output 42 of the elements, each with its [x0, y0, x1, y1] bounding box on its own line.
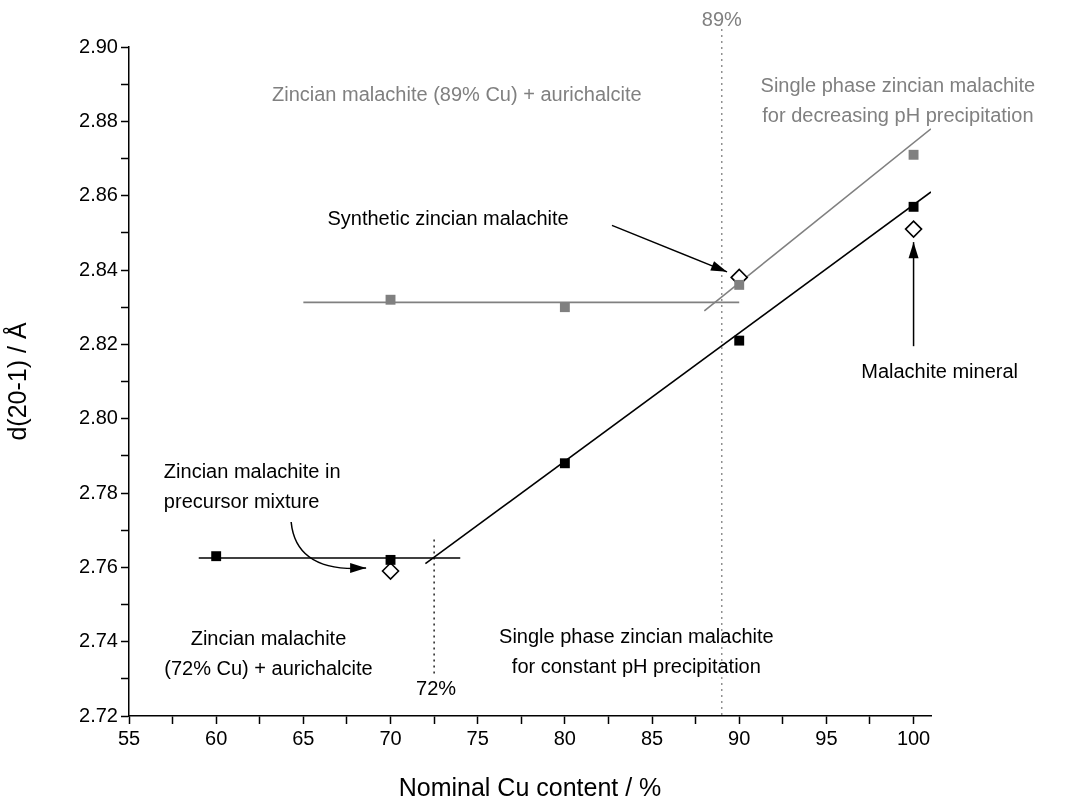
x-tick-label: 95	[815, 726, 838, 749]
annotation: Single phase zincian malachite for constant pH precipitation	[499, 625, 774, 678]
y-tick-label: 2.74	[79, 629, 118, 652]
y-tick-label: 2.84	[79, 257, 118, 280]
point	[385, 294, 396, 305]
y-tick-label: 2.80	[79, 406, 118, 429]
y-tick-label: 2.78	[79, 480, 118, 503]
annotation: Single phase zincian malachite for decreasing pH precipitation	[760, 73, 1036, 126]
x-tick-label: 55	[117, 726, 141, 749]
annotation: Zincian malachite (89% Cu) + aurichalcite	[271, 82, 642, 105]
x-tick-label: 90	[728, 726, 751, 749]
ref-line-label: 89%	[701, 7, 743, 30]
y-axis-title: d(20-1) / Å	[1, 322, 31, 441]
y-tick-label: 2.82	[79, 331, 118, 354]
x-tick-label: 70	[379, 726, 402, 749]
x-tick-label: 100	[896, 726, 931, 749]
point	[385, 554, 396, 565]
point	[734, 335, 745, 346]
annotation: Zincian malachite (72% Cu) + aurichalcite	[164, 627, 373, 680]
point	[734, 279, 745, 290]
x-tick-label: 80	[553, 726, 576, 749]
x-tick-label: 85	[640, 726, 664, 749]
x-tick-label: 60	[205, 726, 228, 749]
annotation: Malachite mineral	[861, 359, 1018, 382]
x-axis-title: Nominal Cu content / %	[398, 772, 662, 801]
point	[559, 302, 570, 313]
y-tick-label: 2.88	[79, 108, 118, 131]
point	[908, 201, 919, 212]
ref-line-label: 72%	[416, 676, 457, 699]
point	[211, 551, 222, 562]
x-tick-label: 75	[466, 726, 489, 749]
y-tick-label: 2.76	[79, 554, 118, 577]
y-tick-label: 2.90	[79, 34, 118, 57]
point	[908, 149, 919, 160]
annotation: Zincian malachite in precursor mixture	[163, 460, 341, 513]
point	[904, 220, 923, 238]
annotation: Synthetic zincian malachite	[327, 207, 569, 230]
y-tick-label: 2.72	[79, 703, 118, 726]
point	[381, 562, 400, 580]
y-tick-label: 2.86	[79, 183, 118, 206]
point	[559, 458, 570, 469]
x-tick-label: 65	[292, 726, 315, 749]
